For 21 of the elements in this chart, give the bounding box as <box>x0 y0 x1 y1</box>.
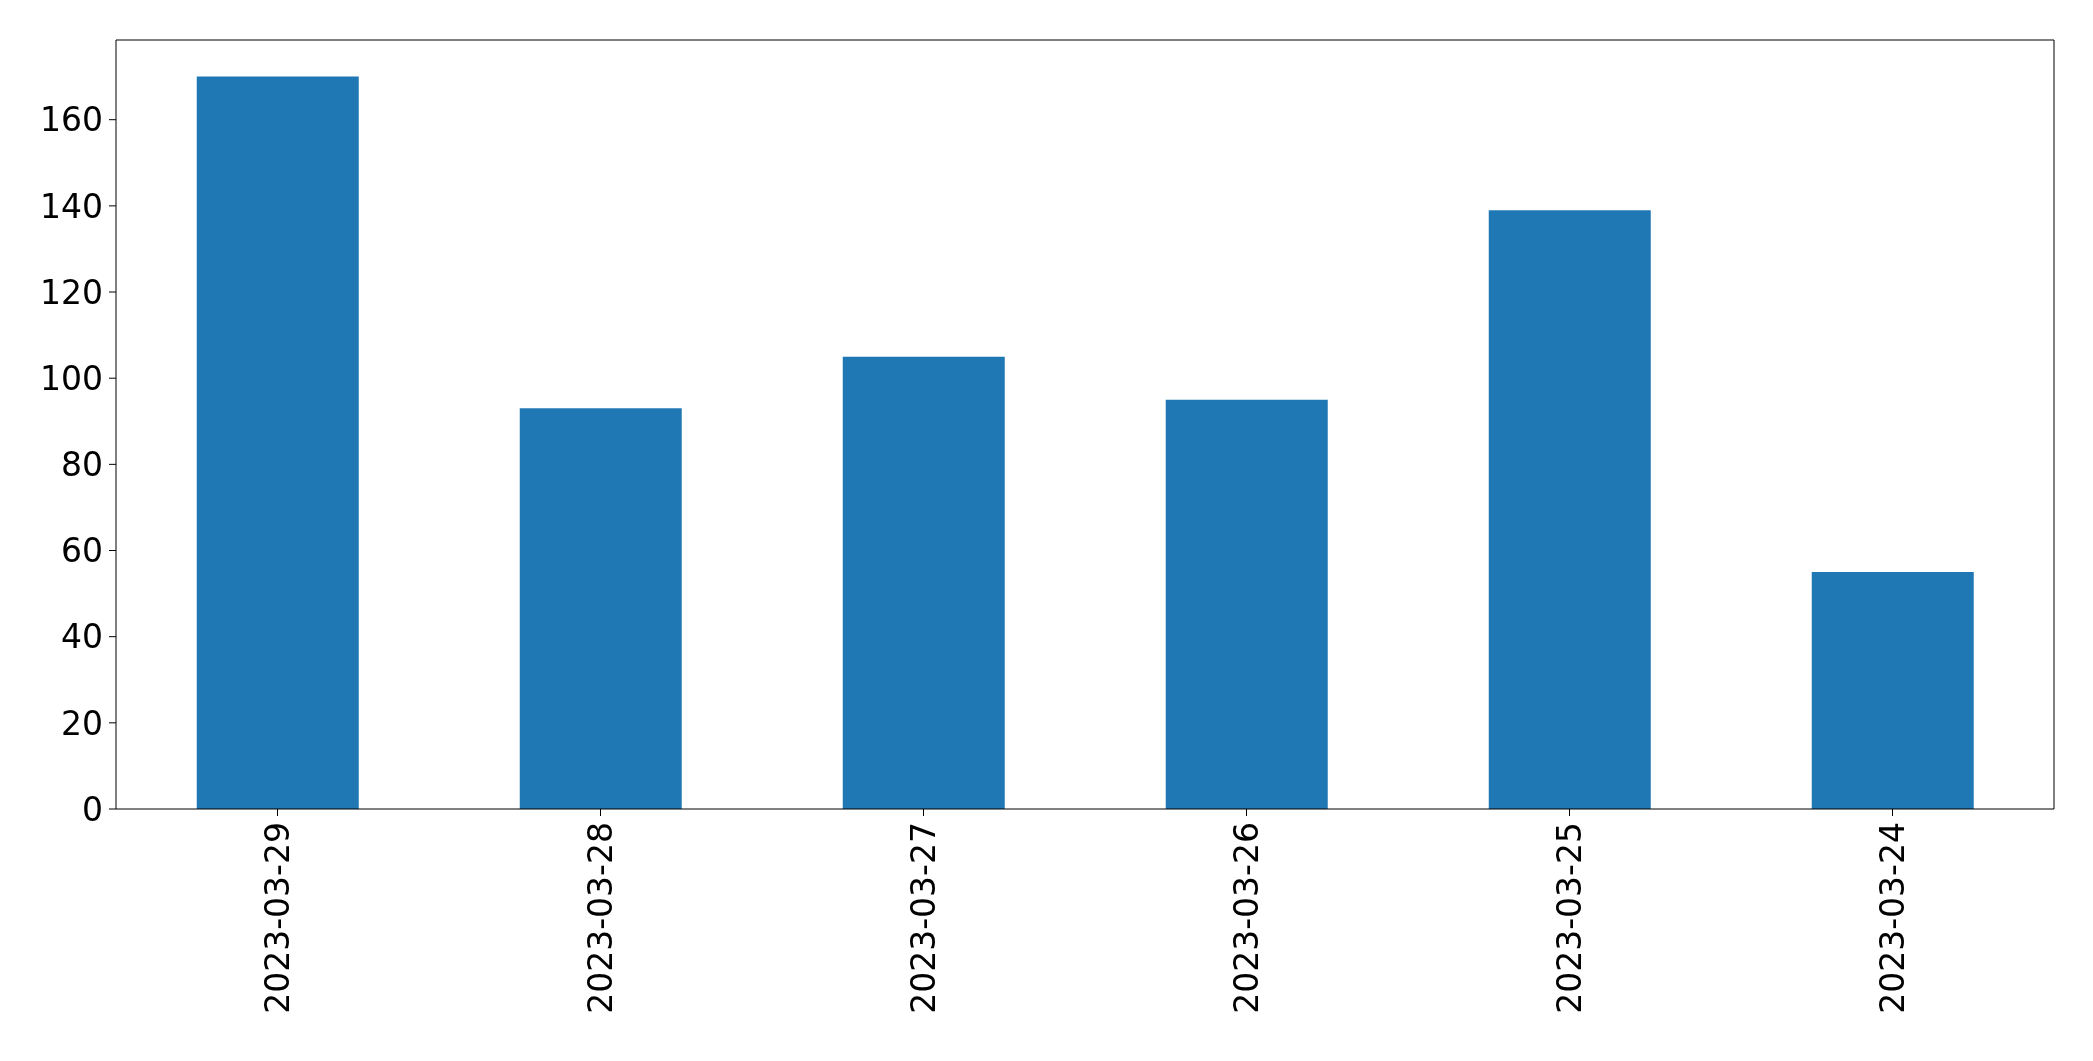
y-tick-label: 60 <box>61 531 103 571</box>
bar <box>1165 399 1328 809</box>
y-tick-label: 40 <box>61 617 103 657</box>
x-tick-label: 2023-03-26 <box>1227 822 1267 1014</box>
y-tick-label: 80 <box>61 445 103 485</box>
y-tick-label: 160 <box>40 100 103 140</box>
x-tick-label: 2023-03-28 <box>581 822 621 1014</box>
y-tick-label: 120 <box>40 272 103 312</box>
bar <box>1488 210 1651 809</box>
bar <box>1811 572 1974 809</box>
x-tick-label: 2023-03-27 <box>904 822 944 1014</box>
y-tick-label: 0 <box>82 789 103 829</box>
y-tick-label: 100 <box>40 358 103 398</box>
y-tick-label: 140 <box>40 186 103 226</box>
bar <box>519 408 682 809</box>
bar <box>196 76 359 809</box>
x-tick-label: 2023-03-24 <box>1873 822 1913 1014</box>
bar <box>842 356 1005 809</box>
y-tick-label: 20 <box>61 703 103 743</box>
x-tick-label: 2023-03-29 <box>258 822 298 1014</box>
x-tick-label: 2023-03-25 <box>1550 822 1590 1014</box>
